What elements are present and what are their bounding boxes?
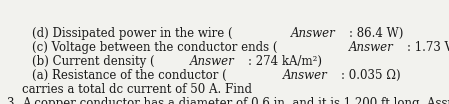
Text: A copper conductor has a diameter of 0.6 in. and it is 1,200 ft long. Assume tha: A copper conductor has a diameter of 0.6… (22, 97, 449, 104)
Text: 3.: 3. (6, 97, 17, 104)
Text: Answer: Answer (190, 55, 235, 68)
Text: carries a total dc current of 50 A. Find: carries a total dc current of 50 A. Find (22, 83, 252, 96)
Text: (d) Dissipated power in the wire (: (d) Dissipated power in the wire ( (32, 27, 233, 40)
Text: (b) Current density (: (b) Current density ( (32, 55, 154, 68)
Text: : 1.73 V): : 1.73 V) (406, 41, 449, 54)
Text: Answer: Answer (349, 41, 393, 54)
Text: : 0.035 Ω): : 0.035 Ω) (341, 69, 401, 82)
Text: Answer: Answer (291, 27, 335, 40)
Text: : 86.4 W): : 86.4 W) (348, 27, 403, 40)
Text: : 274 kA/m²): : 274 kA/m²) (248, 55, 322, 68)
Text: (a) Resistance of the conductor (: (a) Resistance of the conductor ( (32, 69, 227, 82)
Text: (c) Voltage between the conductor ends (: (c) Voltage between the conductor ends ( (32, 41, 277, 54)
Text: Answer: Answer (283, 69, 328, 82)
